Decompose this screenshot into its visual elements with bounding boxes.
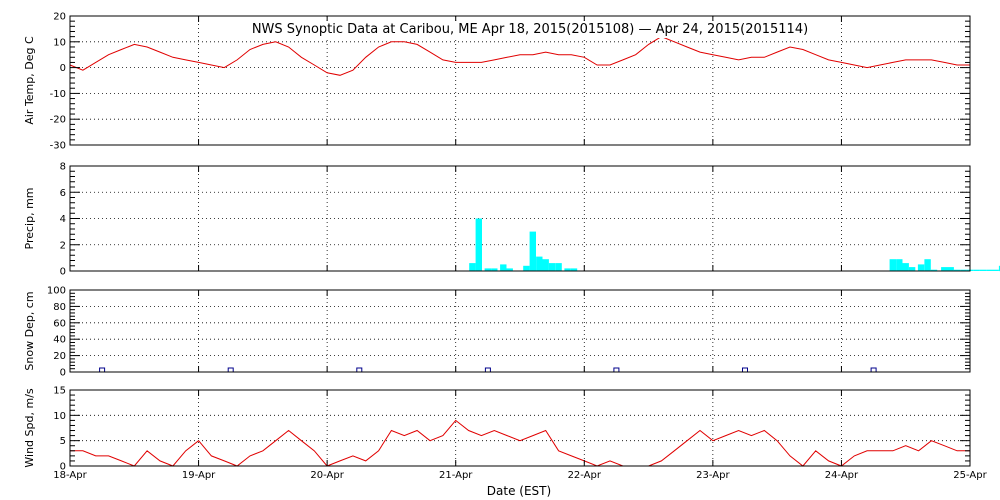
snow-depth-point: [484, 367, 491, 373]
precip-bar: [941, 267, 948, 271]
y-tick-label: 10: [53, 37, 66, 48]
snow-depth-point: [356, 367, 363, 373]
y-tick-label: 10: [53, 411, 66, 422]
x-tick-label: 24-Apr: [825, 470, 859, 481]
series-line: [69, 36, 970, 76]
precip-bar: [542, 259, 549, 271]
x-tick-label: 19-Apr: [182, 470, 216, 481]
precip-bar: [960, 269, 967, 271]
panel-1: -30 -20 -10 0 10 20 Air Temp, Deg C: [23, 12, 971, 152]
precip-bar: [555, 263, 562, 271]
precip-bar: [924, 259, 931, 271]
x-axis-title: Date (EST): [487, 484, 551, 498]
y-axis-label: Air Temp, Deg C: [23, 36, 36, 125]
chart-title: NWS Synoptic Data at Caribou, ME Apr 18,…: [252, 22, 808, 37]
y-tick-label: 5: [60, 436, 66, 447]
precip-bar: [475, 218, 482, 271]
precip-bar: [908, 267, 916, 271]
title-backing: [248, 21, 812, 38]
precip-bar: [947, 267, 954, 271]
snow-depth-point: [870, 367, 877, 373]
precip-bar: [973, 269, 980, 271]
snow-depth-point: [742, 367, 748, 373]
y-tick-label: 80: [53, 302, 66, 313]
y-axis-label: Precip, mm: [23, 188, 36, 250]
y-tick-label: -10: [50, 89, 66, 100]
precip-bar: [500, 264, 507, 271]
precip-bar: [506, 268, 513, 271]
snow-depth-point: [227, 367, 234, 373]
precip-bar: [548, 263, 556, 271]
y-tick-label: 60: [53, 318, 66, 329]
y-tick-label: 20: [53, 12, 66, 23]
panel-frame: [69, 289, 971, 373]
x-tick-label: 23-Apr: [696, 470, 730, 481]
precip-bar: [536, 256, 543, 271]
x-tick-label: 21-Apr: [439, 470, 473, 481]
x-tick-label: 25-Apr: [953, 470, 987, 481]
snow-depth-point: [99, 367, 106, 373]
precip-bar: [902, 263, 909, 271]
precip-bar: [484, 268, 491, 271]
y-tick-label: 100: [47, 286, 66, 297]
y-tick-label: 0: [60, 63, 66, 74]
precip-bar: [986, 269, 993, 271]
y-tick-label: -20: [50, 115, 66, 126]
precip-bar: [979, 269, 986, 271]
panel-4: 0 5 10 15 Wind Spd, m/s: [23, 386, 971, 473]
x-tick-label: 20-Apr: [310, 470, 344, 481]
series-line: [70, 419, 970, 467]
precip-bar: [992, 269, 999, 271]
precip-bar: [998, 265, 1000, 272]
precip-bar: [953, 269, 961, 271]
y-tick-label: 15: [53, 386, 66, 397]
y-axis-label: Snow Dep, cm: [23, 291, 36, 370]
y-tick-label: 8: [60, 162, 66, 173]
x-tick-label: 22-Apr: [568, 470, 602, 481]
precip-bar: [917, 264, 925, 271]
panel-frame: [69, 389, 971, 467]
y-tick-label: 2: [60, 240, 66, 251]
y-tick-label: -30: [50, 141, 66, 152]
panel-3: 0 20 40 60 80 100 Snow Dep, cm: [23, 286, 971, 379]
panel-frame: [69, 15, 971, 146]
y-tick-label: 0: [60, 462, 66, 473]
precip-bar: [570, 268, 578, 271]
y-tick-label: 40: [53, 335, 66, 346]
y-tick-label: 4: [60, 214, 66, 225]
precip-bar: [889, 259, 896, 271]
precip-bar: [564, 268, 571, 271]
y-tick-label: 20: [53, 351, 66, 362]
precip-bar: [930, 269, 938, 271]
precip-bar: [896, 259, 903, 271]
y-tick-label: 6: [60, 188, 66, 199]
precip-bar: [529, 231, 536, 271]
y-axis-label: Wind Spd, m/s: [23, 388, 36, 468]
precip-bar: [491, 268, 498, 271]
y-tick-label: 0: [60, 368, 66, 379]
precip-bar: [469, 263, 476, 271]
panel-2: 0 2 4 6 8 Precip, mm: [23, 162, 1000, 278]
x-tick-label: 18-Apr: [53, 470, 87, 481]
snow-depth-point: [613, 367, 620, 373]
precip-bar: [523, 265, 530, 272]
y-tick-label: 0: [60, 267, 66, 278]
